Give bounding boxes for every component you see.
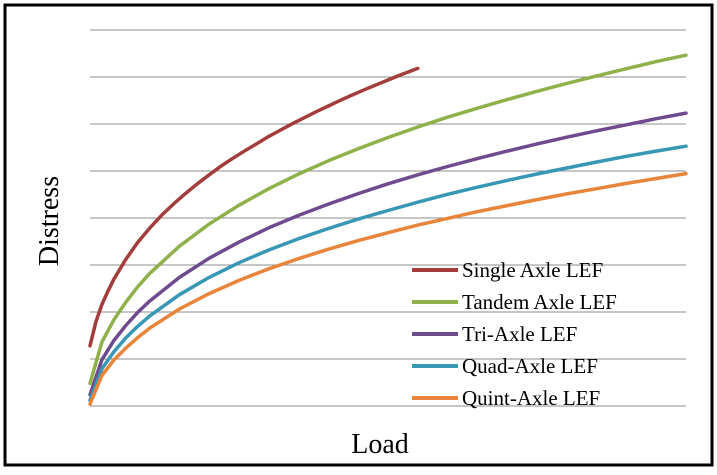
series-line-5 <box>88 171 688 406</box>
legend-label-3: Tri-Axle LEF <box>462 322 577 346</box>
y-axis-label: Distress <box>34 176 65 266</box>
series-line-3 <box>88 111 688 397</box>
series-line-4 <box>88 144 688 403</box>
chart-frame <box>3 3 714 467</box>
legend-label-5: Quint-Axle LEF <box>462 386 600 410</box>
legend: Single Axle LEF Tandem Axle LEF Tri-Axle L… <box>412 258 617 410</box>
gridlines <box>90 29 686 407</box>
series-layer <box>88 53 688 406</box>
x-axis-label: Load <box>351 429 409 460</box>
series-line-2 <box>88 53 688 386</box>
series-line-1 <box>88 66 420 348</box>
legend-label-1: Single Axle LEF <box>462 258 603 282</box>
legend-label-4: Quad-Axle LEF <box>462 354 598 378</box>
legend-label-2: Tandem Axle LEF <box>462 290 617 314</box>
